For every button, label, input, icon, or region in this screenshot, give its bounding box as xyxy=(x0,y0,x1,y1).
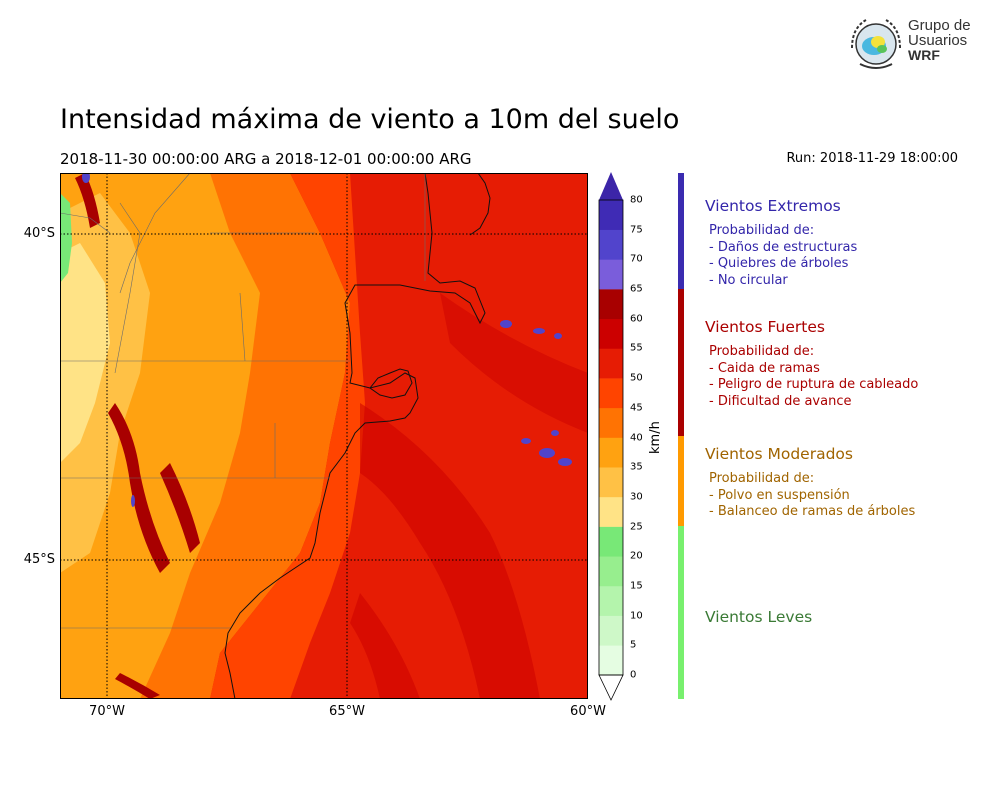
colorbar-segment xyxy=(599,467,623,498)
ridge-streak xyxy=(160,463,200,553)
map-title: Intensidad máxima de viento a 10m del su… xyxy=(60,104,680,135)
coastline xyxy=(224,173,486,699)
wind-streak xyxy=(350,593,420,699)
ridge-streak xyxy=(75,173,100,228)
extreme-patch xyxy=(521,438,531,444)
category-description-line: Probabilidad de: xyxy=(709,471,815,486)
lat-label-40: 40°S xyxy=(23,226,55,241)
wrf-logo-icon xyxy=(851,19,901,69)
category-description-line: - Caida de ramas xyxy=(709,360,820,376)
lat-label-45: 45°S xyxy=(23,552,55,567)
colorbar-segment xyxy=(599,556,623,587)
colorbar-segment xyxy=(599,200,623,230)
colorbar-frame xyxy=(598,199,624,676)
category-color-bar xyxy=(678,436,684,526)
wind-field-land-light xyxy=(60,243,110,463)
colorbar-segment xyxy=(599,585,623,616)
category-description-line: - Daños de estructuras xyxy=(709,239,858,255)
colorbar-tick-label: 40 xyxy=(630,432,643,443)
category-description-line: Probabilidad de: xyxy=(709,223,815,238)
lon-label-70: 70°W xyxy=(89,704,125,719)
colorbar-segment xyxy=(599,289,623,320)
category-description: Probabilidad de: - Polvo en suspensión - B… xyxy=(709,471,915,521)
colorbar-segment xyxy=(599,348,623,379)
category-description-line: - Polvo en suspensión xyxy=(709,487,850,503)
category-description-line: - Dificultad de avance xyxy=(709,393,852,409)
extreme-patch xyxy=(533,328,545,334)
colorbar-tick-label: 45 xyxy=(630,402,643,414)
ridge-streak xyxy=(115,673,160,699)
colorbar-tick-label: 70 xyxy=(630,253,643,265)
wind-map xyxy=(60,173,588,699)
colorbar-tick-label: 20 xyxy=(630,550,643,562)
colorbar-segment xyxy=(599,496,623,527)
logo-text: Grupo de Usuarios WRF xyxy=(908,18,971,63)
colorbar-tick-label: 35 xyxy=(630,461,643,473)
category-color-bar xyxy=(678,526,684,699)
logo-line-1: Grupo de xyxy=(908,17,971,34)
graticule xyxy=(60,173,588,699)
coastline-peninsula xyxy=(369,368,413,399)
colorbar-segment xyxy=(599,407,623,438)
colorbar-tick-label: 65 xyxy=(630,283,643,295)
colorbar-segment xyxy=(599,318,623,349)
extreme-patch xyxy=(131,495,135,507)
colorbar-extend-high xyxy=(599,172,623,200)
map-frame xyxy=(60,173,588,699)
extreme-patch xyxy=(551,430,559,436)
lon-label-60: 60°W xyxy=(570,704,606,719)
logo-line-3: WRF xyxy=(908,47,940,63)
colorbar-tick-label: 80 xyxy=(630,194,643,206)
colorbar-segment xyxy=(599,378,623,409)
calm-patch xyxy=(60,193,72,283)
category-description: Probabilidad de: - Daños de estructuras - … xyxy=(709,223,857,289)
category-title: Vientos Extremos xyxy=(705,197,841,215)
colorbar-tick-label: 15 xyxy=(630,580,643,592)
category-description-line: - Quiebres de árboles xyxy=(709,256,849,271)
colorbar-tick-label: 10 xyxy=(630,610,643,622)
colorbar-unit-label: km/h xyxy=(648,421,663,454)
category-description: Probabilidad de: - Caida de ramas - Peligr… xyxy=(709,344,918,410)
colorbar-segment xyxy=(599,615,623,646)
extreme-patch xyxy=(539,448,555,458)
provincial-borders xyxy=(60,173,426,629)
category-description-line: - Balanceo de ramas de árboles xyxy=(709,504,916,519)
colorbar-tick-label: 5 xyxy=(630,639,637,651)
extreme-patch xyxy=(82,173,90,183)
coastline-north xyxy=(469,173,491,236)
wind-streak xyxy=(440,293,588,433)
category-description-line: - No circular xyxy=(709,272,788,288)
colorbar-tick-label: 25 xyxy=(630,521,643,533)
colorbar-segment xyxy=(599,526,623,557)
category-description-line: - Peligro de ruptura de cableado xyxy=(709,377,919,392)
category-title: Vientos Fuertes xyxy=(705,318,825,336)
colorbar-tick-label: 75 xyxy=(630,224,643,236)
forecast-period: 2018-11-30 00:00:00 ARG a 2018-12-01 00:… xyxy=(60,150,472,168)
lon-label-65: 65°W xyxy=(329,704,365,719)
colorbar-segment xyxy=(599,437,623,468)
wind-field-coastal xyxy=(210,173,365,699)
category-title: Vientos Moderados xyxy=(705,445,853,463)
extreme-patch xyxy=(558,458,572,466)
colorbar-extend-low xyxy=(598,674,624,701)
colorbar-tick-label: 60 xyxy=(630,313,643,325)
category-description-line: Probabilidad de: xyxy=(709,344,815,359)
wind-streak xyxy=(360,403,540,699)
colorbar-segment xyxy=(599,259,623,290)
category-color-bar xyxy=(678,173,684,289)
extreme-patch xyxy=(554,333,562,339)
logo-line-2: Usuarios xyxy=(908,32,968,49)
run-timestamp: Run: 2018-11-29 18:00:00 xyxy=(786,151,958,166)
extreme-patch xyxy=(500,320,512,328)
ridge-streak xyxy=(108,403,170,573)
colorbar-tick-label: 0 xyxy=(630,669,637,681)
category-title: Vientos Leves xyxy=(705,608,813,626)
colorbar-tick-label: 50 xyxy=(630,372,643,384)
colorbar-tick-label: 30 xyxy=(630,491,643,503)
colorbar xyxy=(598,172,624,701)
category-color-bar xyxy=(678,289,684,436)
colorbar-segment xyxy=(599,229,623,260)
colorbar-segment xyxy=(599,645,623,676)
colorbar-tick-label: 55 xyxy=(630,342,643,354)
